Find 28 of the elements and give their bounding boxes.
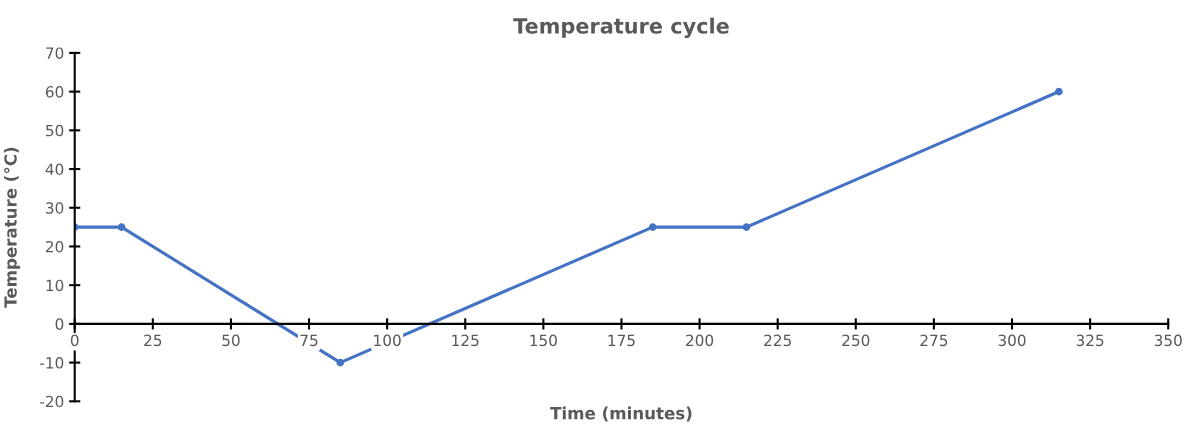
y-tick-label: -20 <box>40 395 64 408</box>
x-tick-label: 200 <box>686 334 714 347</box>
y-tick-label: 60 <box>45 86 64 98</box>
x-tick-label: 275 <box>920 334 948 347</box>
x-tick-label: 250 <box>842 334 870 347</box>
x-tick-label: 350 <box>1154 334 1182 347</box>
x-tick-label: 325 <box>1076 334 1104 347</box>
y-tick-label: 20 <box>45 240 64 253</box>
x-tick-label: 100 <box>374 334 401 347</box>
y-tick-label: 10 <box>46 279 64 292</box>
x-tick-label: 225 <box>764 334 791 347</box>
x-tick-label: 125 <box>452 334 479 347</box>
y-axis-title: Temperature (°C) <box>3 147 21 308</box>
y-tick-label: 40 <box>45 163 64 176</box>
y-tick-label: 50 <box>46 124 64 137</box>
x-tick-label: 300 <box>998 334 1026 347</box>
y-tick-label: 0 <box>55 318 64 330</box>
x-tick-label: 50 <box>222 334 240 347</box>
x-tick-label: 25 <box>144 334 162 347</box>
x-tick-label: 75 <box>300 334 318 347</box>
y-tick-label: -10 <box>40 357 64 369</box>
x-axis-title: Time (minutes) <box>550 406 692 422</box>
x-tick-label: 175 <box>608 334 635 347</box>
y-tick-label: 30 <box>46 202 64 214</box>
x-tick-label: 150 <box>530 334 557 347</box>
chart-title: Temperature cycle <box>513 17 729 38</box>
y-tick-label: 70 <box>46 47 64 59</box>
x-tick-label: 0 <box>70 334 79 347</box>
